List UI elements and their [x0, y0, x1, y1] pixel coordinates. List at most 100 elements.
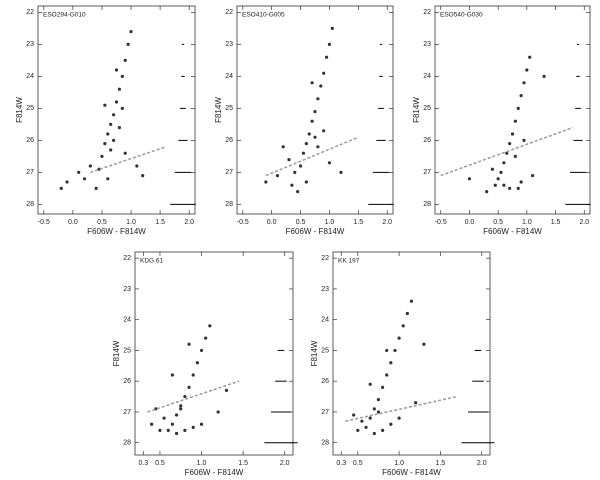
star-point	[380, 428, 385, 432]
star-point	[516, 106, 520, 110]
star-point	[126, 42, 130, 47]
x-tick-label: 2.0	[477, 460, 487, 467]
plot-frame	[37, 5, 196, 215]
star-point	[414, 401, 418, 405]
star-point	[380, 385, 385, 389]
star-point	[393, 348, 397, 353]
star-point	[82, 177, 87, 181]
star-point	[322, 71, 326, 75]
panel: -0.5 0.0 0.5 1.0 1.5 2.0 22 23 24 25 26 27 28 ESO540-…	[412, 5, 591, 236]
x-tick-label: 0.0	[267, 219, 277, 226]
star-point	[179, 407, 183, 411]
star-point	[298, 164, 303, 168]
star-point	[510, 132, 515, 136]
star-point	[324, 55, 329, 59]
star-point	[389, 361, 393, 365]
x-tick-label: 1.5	[353, 219, 363, 226]
star-point	[530, 174, 535, 178]
y-axis-label: F814W	[412, 97, 421, 123]
x-tick-label: 2.0	[382, 219, 392, 226]
panel: 0.3 0.5 1.0 1.5 2.0 22 23 24 25 26 27 28 KDG 61 F606W…	[112, 251, 298, 477]
star-point	[120, 106, 124, 110]
x-tick-label: -0.5	[237, 219, 249, 226]
panel-title: KDG 61	[140, 258, 164, 265]
panel: -0.5 0.0 0.5 1.0 1.5 2.0 22 23 24 25 26 27 28 ESO410-…	[214, 5, 394, 236]
star-point	[322, 129, 326, 133]
completeness-line	[345, 395, 458, 422]
star-point	[519, 180, 523, 184]
star-point	[467, 177, 472, 181]
star-point	[316, 97, 320, 101]
star-point	[293, 170, 297, 174]
x-tick-label: 0.0	[68, 219, 78, 226]
star-point	[123, 151, 127, 155]
y-axis-label: F814W	[214, 97, 223, 123]
star-point	[368, 416, 372, 420]
y-tick-label: 27	[123, 409, 131, 416]
star-point	[264, 180, 268, 184]
star-point	[100, 154, 104, 158]
star-point	[330, 26, 334, 30]
star-point	[111, 113, 116, 117]
y-tick-label: 23	[123, 286, 131, 293]
y-axis-label: F814W	[15, 97, 24, 123]
x-tick-label: 1.0	[325, 219, 335, 226]
y-tick-label: 25	[26, 105, 34, 112]
y-tick-label: 27	[423, 169, 431, 176]
star-point	[287, 158, 291, 162]
star-point	[499, 170, 503, 174]
star-point	[376, 398, 381, 402]
star-point	[313, 135, 317, 139]
completeness-line	[147, 380, 240, 413]
star-point	[304, 142, 308, 146]
star-point	[170, 373, 175, 377]
x-axis-label: F606W - F814W	[185, 468, 244, 477]
y-tick-label: 28	[225, 201, 233, 208]
star-point	[141, 174, 145, 178]
x-tick-label: 0.5	[155, 460, 165, 467]
y-axis-label: F814W	[112, 340, 121, 366]
x-tick-label: 1.5	[238, 460, 248, 467]
x-tick-label: 0.3	[336, 460, 346, 467]
star-point	[496, 177, 500, 181]
x-tick-label: 1.0	[522, 219, 532, 226]
y-tick-label: 22	[321, 255, 329, 262]
y-tick-label: 23	[26, 41, 34, 48]
y-tick-label: 24	[26, 73, 34, 80]
completeness-line	[265, 136, 359, 177]
x-tick-label: 0.0	[465, 219, 475, 226]
star-point	[352, 413, 356, 417]
panel-title: KK 197	[338, 258, 360, 265]
x-tick-label: 0.5	[296, 219, 306, 226]
star-point	[307, 132, 311, 136]
plot-frame	[134, 251, 294, 456]
star-point	[360, 419, 364, 423]
star-point	[493, 183, 497, 187]
star-point	[397, 336, 401, 340]
star-point	[502, 183, 506, 187]
star-point	[195, 361, 199, 365]
star-point	[166, 428, 170, 432]
star-point	[508, 186, 512, 190]
star-point	[339, 170, 343, 174]
star-point	[310, 119, 314, 123]
star-point	[117, 126, 122, 130]
star-point	[109, 122, 113, 126]
y-tick-label: 24	[423, 73, 431, 80]
x-tick-label: 1.0	[126, 219, 136, 226]
y-tick-label: 23	[423, 41, 431, 48]
star-point	[513, 119, 517, 123]
star-point	[114, 100, 119, 104]
star-point	[216, 410, 220, 414]
y-tick-label: 22	[423, 9, 431, 16]
star-point	[208, 324, 212, 328]
star-point	[183, 394, 187, 399]
y-tick-label: 24	[123, 317, 131, 324]
star-point	[522, 138, 526, 142]
star-point	[505, 151, 509, 155]
star-point	[385, 348, 389, 353]
y-tick-label: 28	[123, 440, 131, 447]
x-tick-label: 1.0	[394, 460, 404, 467]
star-point	[187, 342, 191, 346]
star-point	[513, 154, 517, 158]
